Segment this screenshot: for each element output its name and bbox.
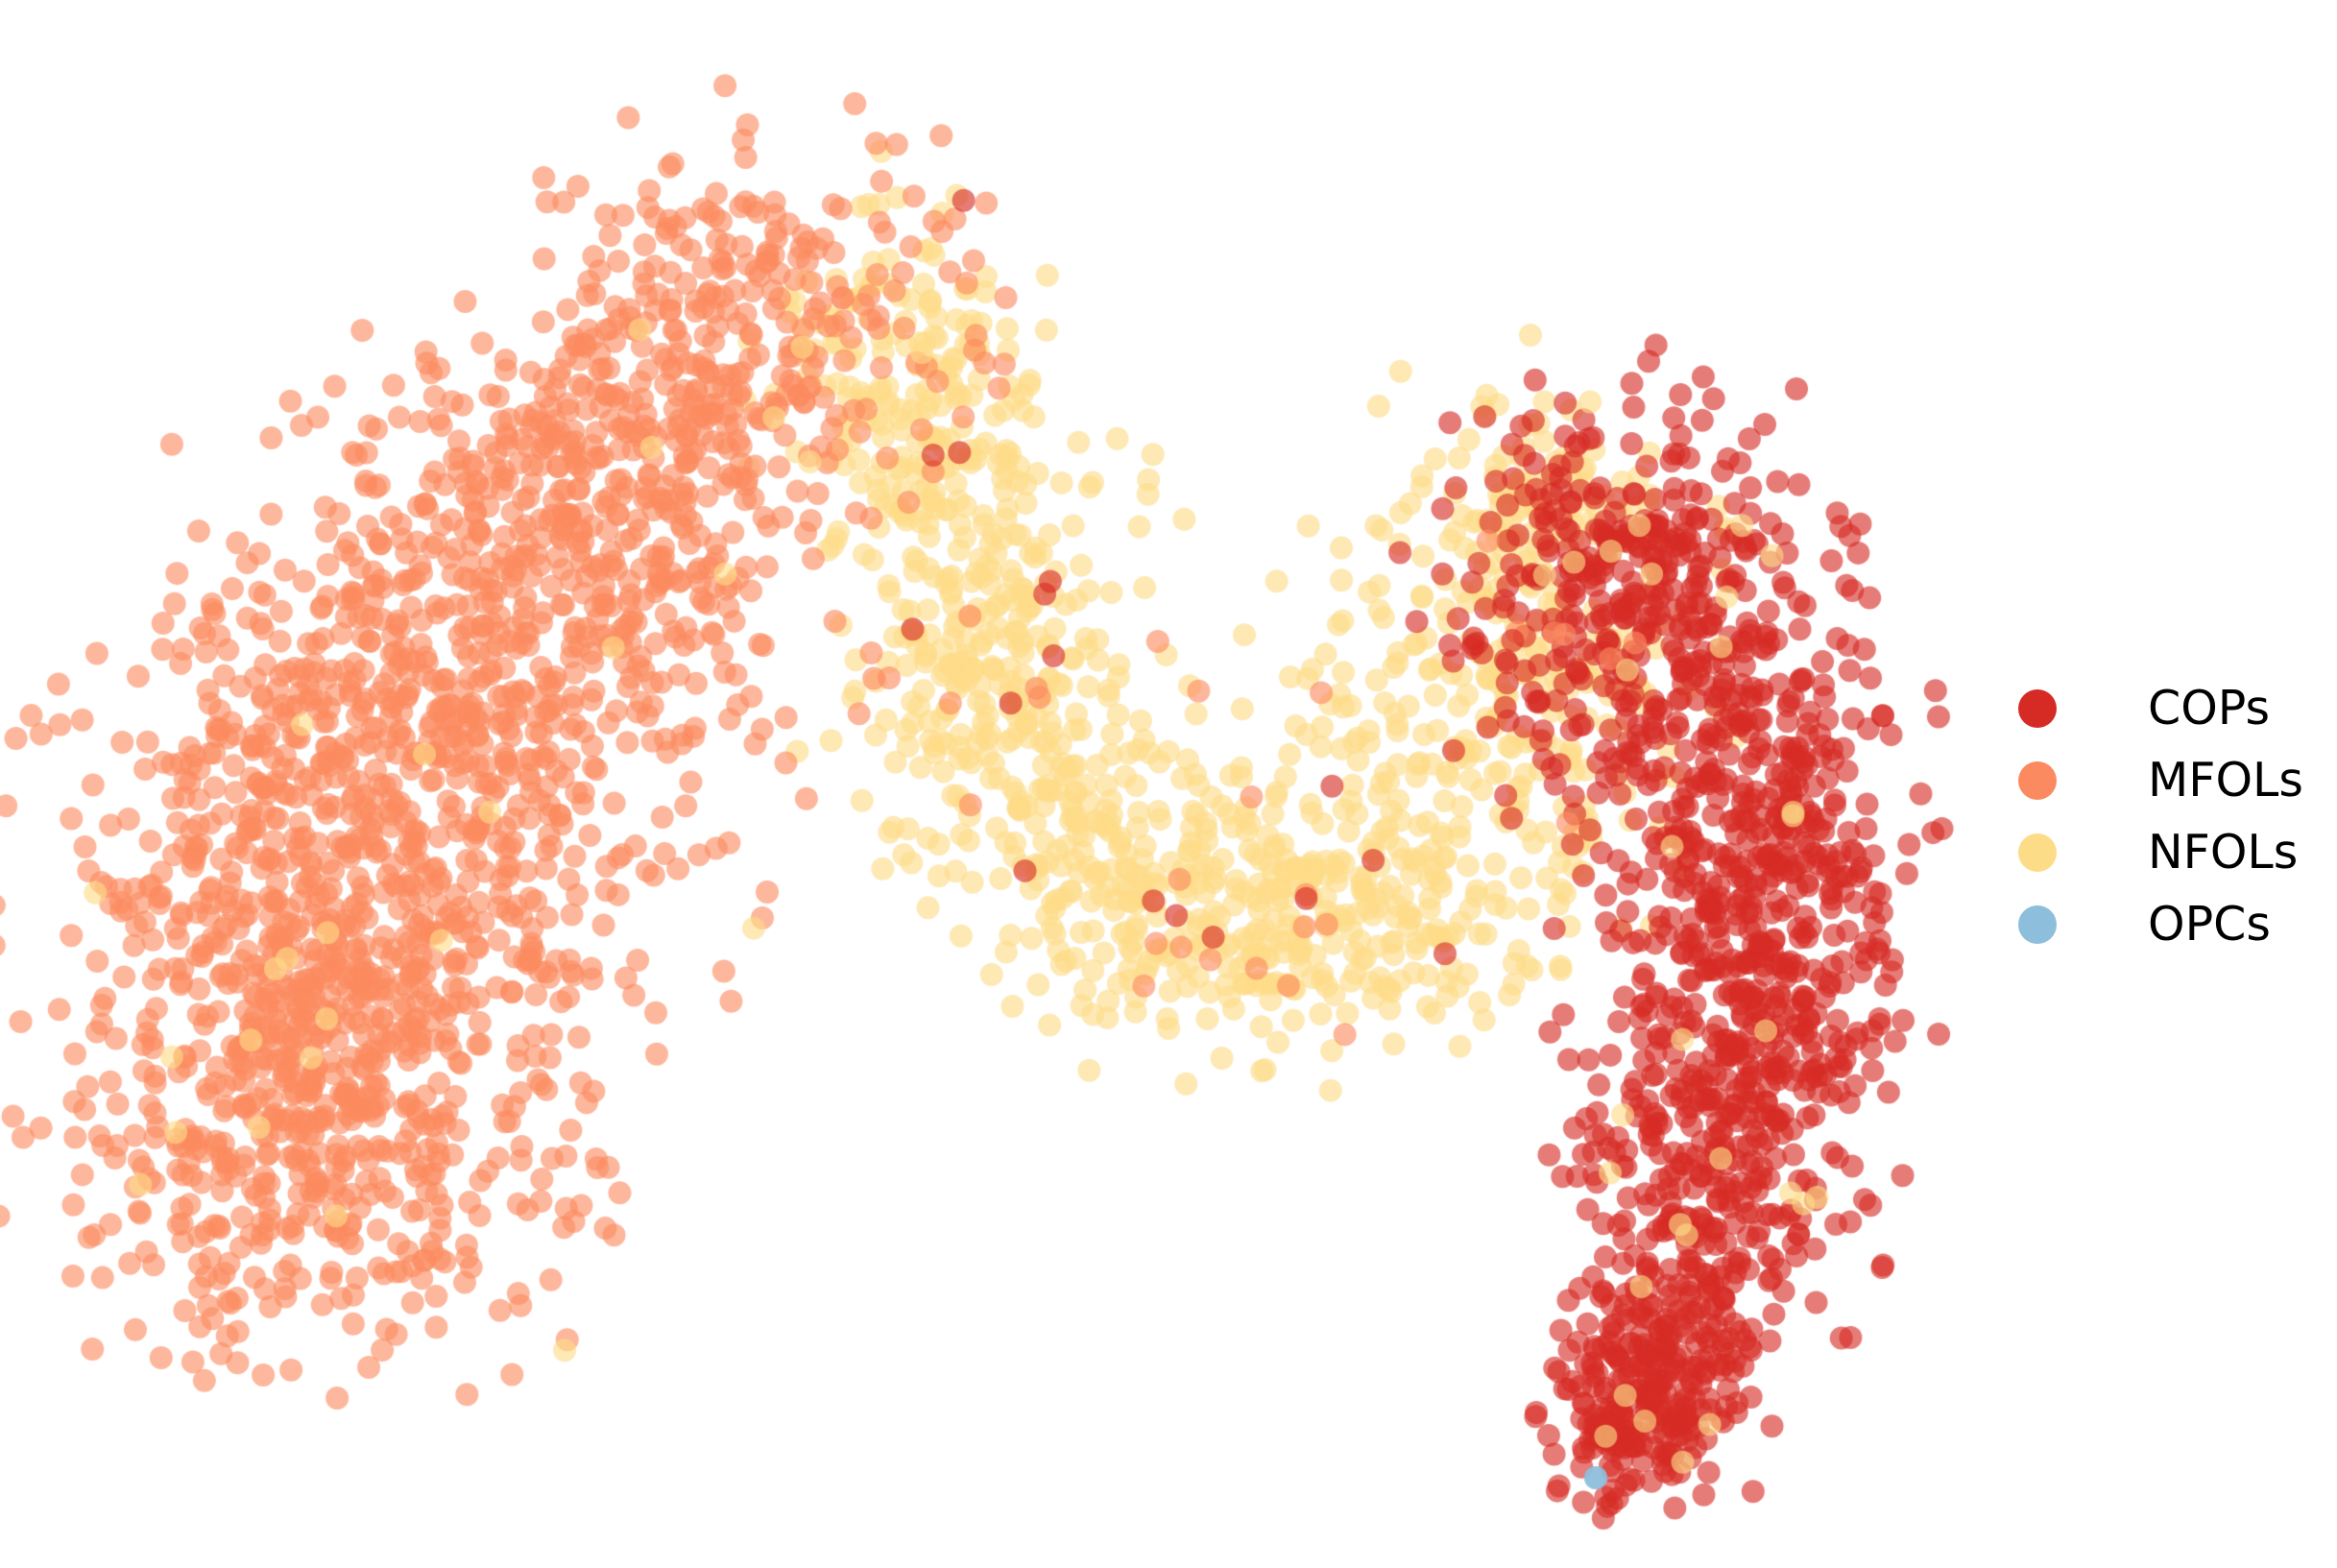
legend-label-mfols: MFOLs — [2148, 753, 2303, 808]
legend-label-nfols: NFOLs — [2148, 825, 2299, 880]
legend-label-cops: COPs — [2148, 681, 2270, 736]
legend-label-opcs: OPCs — [2148, 897, 2271, 952]
legend-marker-nfols — [2018, 832, 2057, 872]
legend-marker-cops — [2018, 688, 2057, 728]
legend-item-opcs[interactable]: OPCs — [1995, 888, 2322, 960]
legend-item-cops[interactable]: COPs — [1995, 672, 2322, 744]
legend: COPs MFOLs NFOLs OPCs — [1995, 672, 2322, 960]
legend-item-nfols[interactable]: NFOLs — [1995, 816, 2322, 888]
legend-item-mfols[interactable]: MFOLs — [1995, 744, 2322, 816]
legend-marker-opcs — [2018, 905, 2057, 944]
legend-marker-mfols — [2018, 760, 2057, 800]
